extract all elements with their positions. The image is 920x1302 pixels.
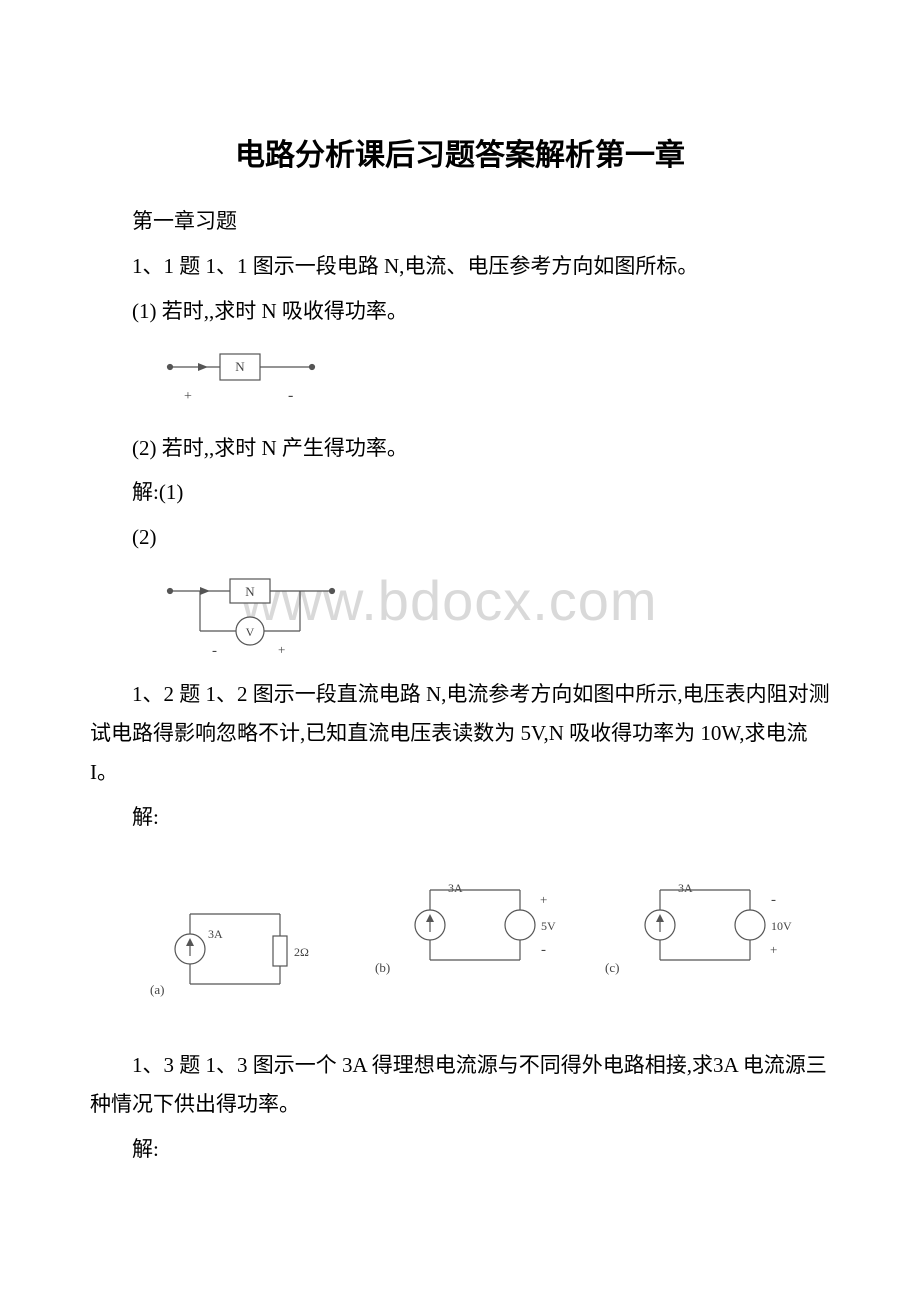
- minus-sign: -: [288, 387, 293, 404]
- meter-label: V: [246, 625, 255, 639]
- plus-b: +: [540, 892, 547, 907]
- res-label-a: 2Ω: [294, 945, 309, 959]
- panel-a-label: (a): [150, 982, 164, 997]
- paragraph-4: (2) 若时,,求时 N 产生得功率。: [90, 429, 830, 468]
- paragraph-10: 解:: [90, 1130, 830, 1169]
- src-label-c: 10V: [771, 919, 792, 933]
- current-label-b: 3A: [448, 881, 463, 895]
- paragraph-9: 1、3 题 1、3 图示一个 3A 得理想电流源与不同得外电路相接,求3A 电流…: [90, 1046, 830, 1124]
- plus-sign: +: [184, 389, 192, 404]
- panel-b-label: (b): [375, 960, 390, 975]
- paragraph-5: 解:(1): [90, 473, 830, 512]
- current-label-a: 3A: [208, 927, 223, 941]
- minus-b: -: [541, 942, 546, 958]
- paragraph-8: 解:: [90, 798, 830, 837]
- figure-1-3: 3A 2Ω (a) 3A: [140, 874, 830, 1024]
- minus-c: -: [771, 892, 776, 908]
- paragraph-7: 1、2 题 1、2 图示一段直流电路 N,电流参考方向如图中所示,电压表内阻对测…: [90, 675, 830, 792]
- src-label-b: 5V: [541, 919, 556, 933]
- paragraph-2: 1、1 题 1、1 图示一段电路 N,电流、电压参考方向如图所标。: [90, 247, 830, 286]
- panel-c-label: (c): [605, 960, 619, 975]
- figure-1-1: N + -: [160, 345, 830, 415]
- box-label: N: [235, 359, 245, 374]
- figure-1-2: N V - +: [160, 571, 830, 661]
- minus-sign-2: -: [212, 643, 217, 659]
- paragraph-6: (2): [90, 518, 830, 557]
- circuit-fig-2: N V - +: [160, 571, 360, 661]
- current-label-c: 3A: [678, 881, 693, 895]
- circuit-fig-3: 3A 2Ω (a) 3A: [140, 874, 860, 1024]
- paragraph-3: (1) 若时,,求时 N 吸收得功率。: [90, 292, 830, 331]
- page-title: 电路分析课后习题答案解析第一章: [90, 130, 830, 174]
- plus-sign-2: +: [278, 642, 285, 657]
- paragraph-1: 第一章习题: [90, 202, 830, 241]
- circuit-fig-1: N + -: [160, 345, 330, 415]
- document-body: 电路分析课后习题答案解析第一章 第一章习题 1、1 题 1、1 图示一段电路 N…: [90, 130, 830, 1169]
- box-label-2: N: [245, 584, 255, 599]
- plus-c: +: [770, 942, 777, 957]
